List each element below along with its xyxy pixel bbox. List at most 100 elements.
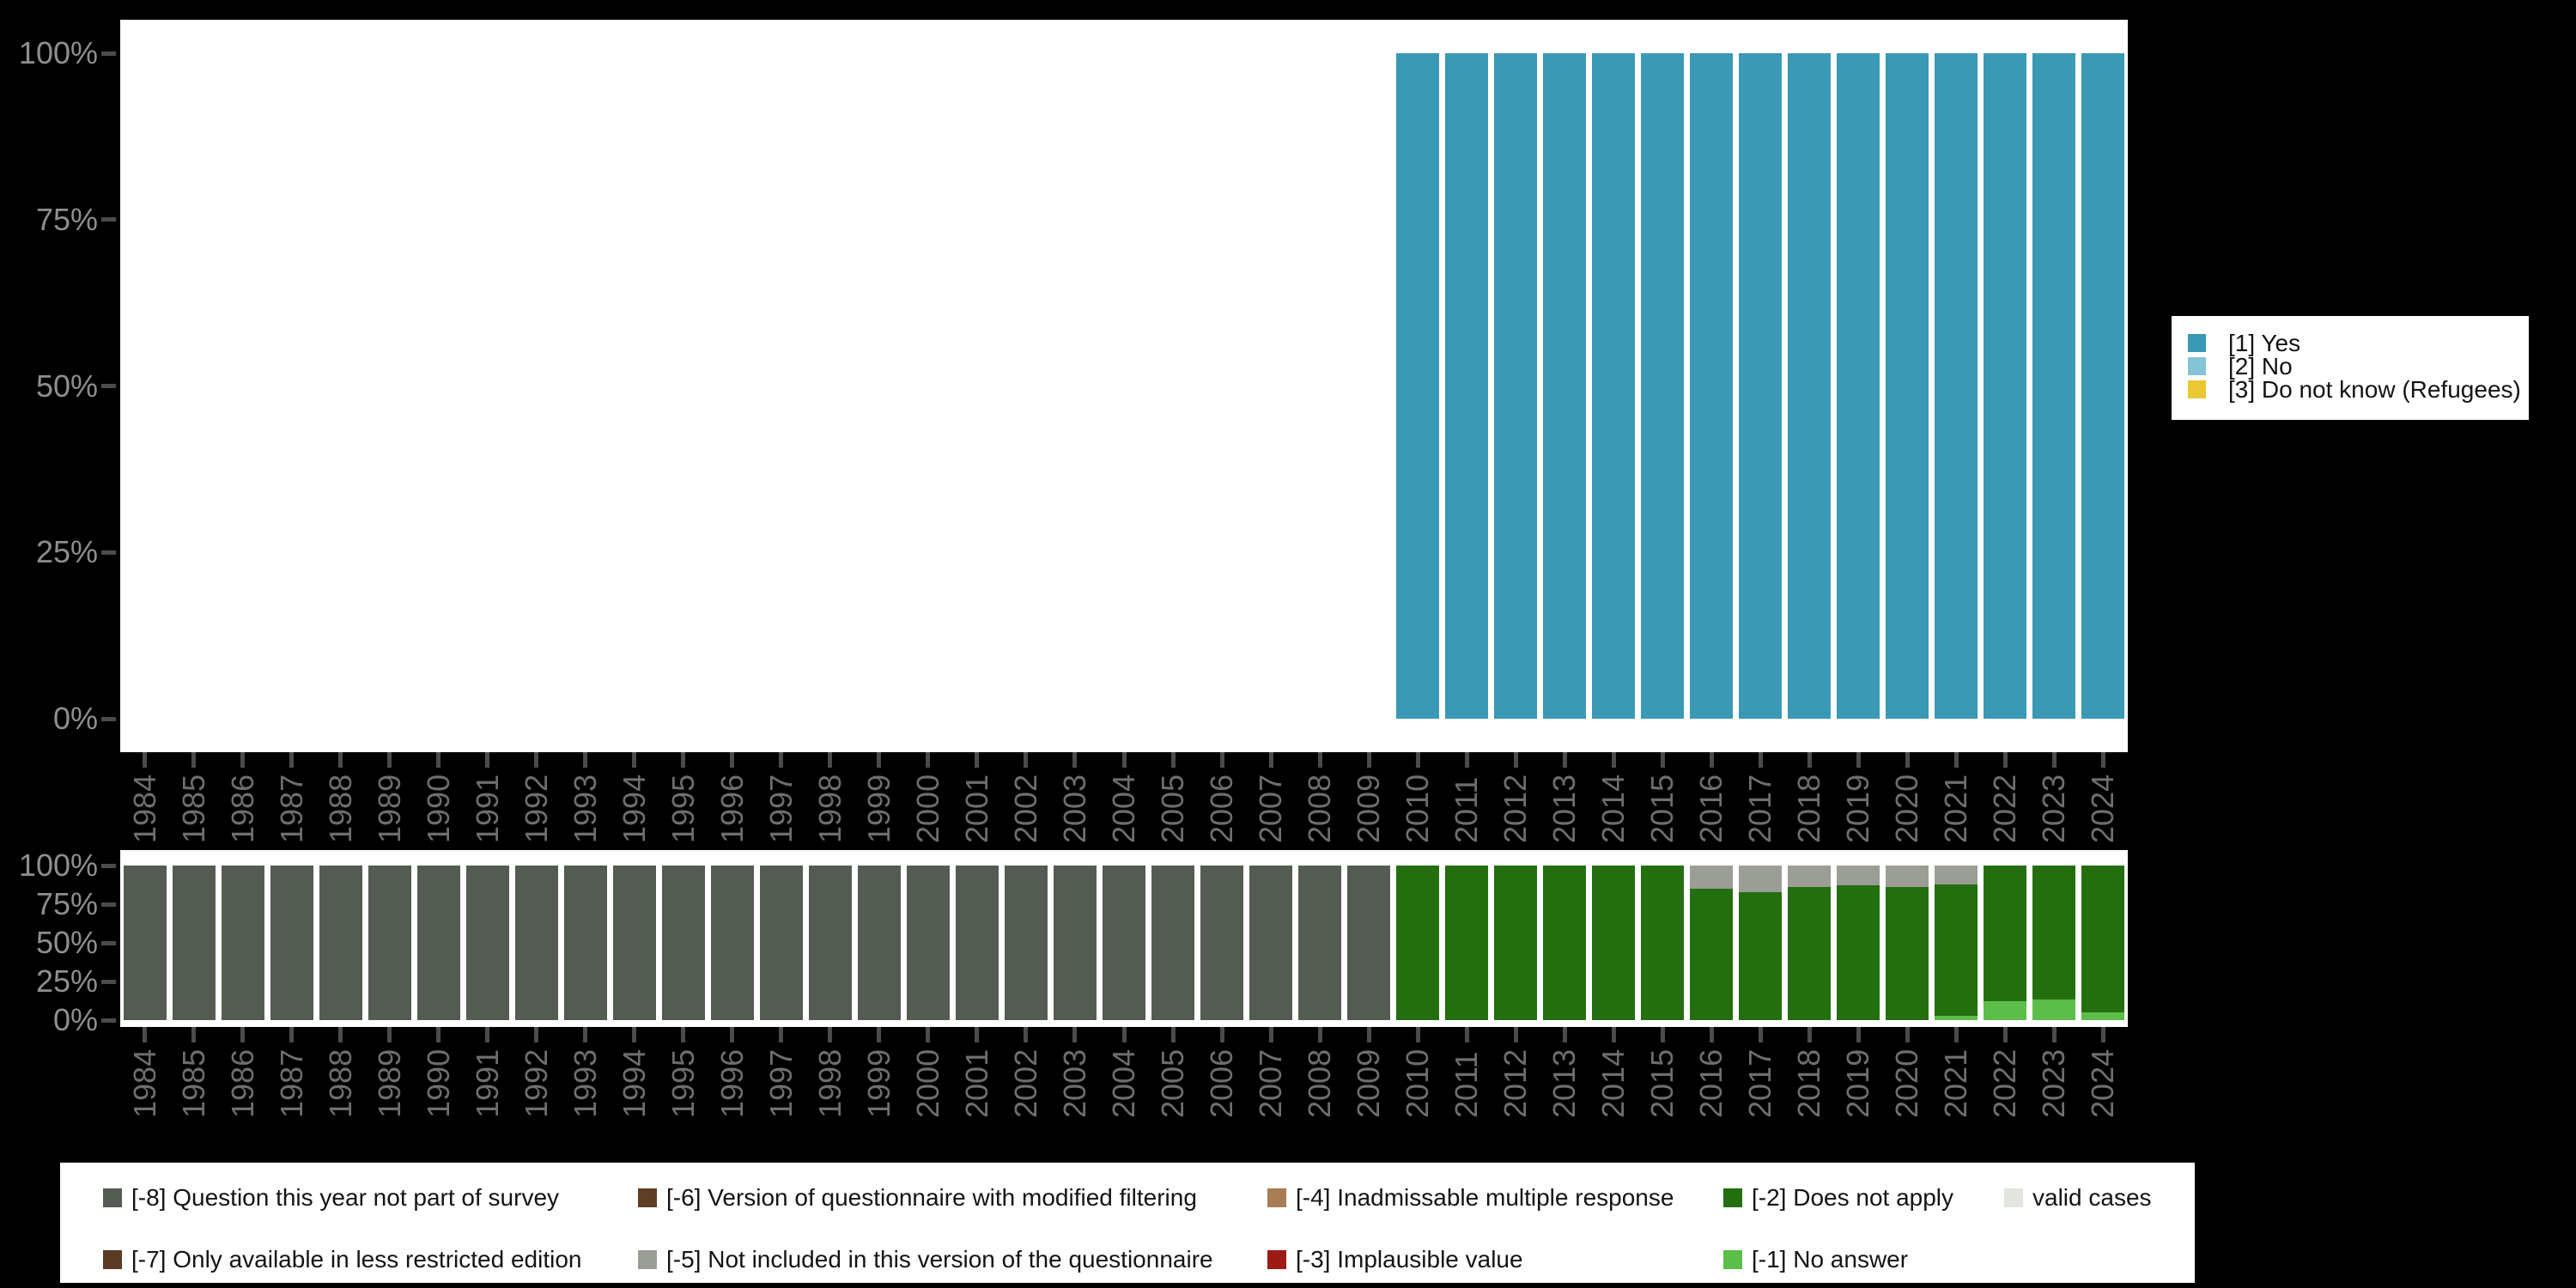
y-tick-label: 75% [35,201,98,237]
x-tick-label: 1985 [175,774,211,843]
x-tick-label: 1997 [762,1048,799,1118]
x-tick [583,1027,588,1042]
x-tick [1170,1027,1176,1042]
bar-2013-segment [1543,53,1587,719]
y-tick-label: 75% [35,886,98,921]
x-tick [191,752,197,768]
legend-label: [-8] Question this year not part of surv… [131,1184,560,1211]
x-tick-label: 1999 [860,774,896,843]
x-tick-label: 1989 [371,774,407,843]
bar-2016-segment [1690,889,1734,1020]
bar-1994-segment [612,866,656,1020]
bar-1989-segment [368,866,411,1020]
legend-label: [-6] Version of questionnaire with modif… [666,1184,1197,1211]
x-tick-label: 2023 [2036,774,2072,843]
x-tick [1366,1027,1371,1042]
x-tick [1072,1027,1078,1042]
x-tick-label: 2003 [1056,774,1092,843]
bar-2011-segment [1445,866,1489,1020]
x-tick-label: 1996 [714,774,750,843]
x-tick-label: 2004 [1106,774,1141,843]
x-tick [2100,752,2105,768]
bar-2017-segment [1739,891,1783,1020]
bar-1996-segment [710,866,754,1020]
x-tick-label: 2014 [1595,1048,1631,1118]
x-tick [2002,752,2008,768]
x-tick-label: 2022 [1987,774,2023,843]
x-tick [681,1027,686,1042]
legend-label: [-7] Only available in less restricted e… [131,1246,582,1273]
x-tick [1415,752,1420,768]
x-tick [1317,752,1322,768]
bar-2006-segment [1200,866,1244,1020]
bar-1997-segment [759,866,803,1020]
x-tick-label: 2002 [1007,774,1043,843]
x-tick-label: 1987 [273,1048,309,1118]
x-tick-label: 1984 [126,774,162,843]
bar-2018-segment [1788,866,1832,888]
x-tick [975,752,980,768]
x-tick-label: 2005 [1155,1048,1191,1118]
legend-swatch [2004,1188,2023,1207]
bar-1986-segment [221,866,264,1020]
x-tick-label: 2018 [1791,1048,1827,1118]
x-tick-label: 1993 [567,774,603,843]
x-tick-label: 2016 [1693,774,1729,843]
legend-label: [-5] Not included in this version of the… [666,1246,1213,1273]
x-tick [1660,752,1665,768]
x-tick-label: 2008 [1302,774,1338,843]
x-tick-label: 2023 [2036,1048,2072,1118]
x-tick [1513,752,1518,768]
y-tick [101,940,116,945]
x-tick-label: 2013 [1546,774,1583,843]
x-tick-label: 1992 [518,774,554,843]
x-tick [240,752,246,768]
x-tick [240,1027,246,1042]
x-tick [681,752,686,768]
x-tick-label: 1987 [273,774,309,843]
bar-2021-segment [1935,884,1978,1016]
x-tick [1807,752,1812,768]
y-tick-label: 50% [35,925,98,960]
x-tick-label: 2001 [958,774,994,843]
legend-label: [-4] Inadmissable multiple response [1296,1184,1674,1211]
x-tick-label: 2000 [909,774,945,843]
legend-swatch [103,1250,122,1269]
bar-2022-segment [1984,53,2027,719]
bar-1985-segment [172,866,216,1020]
bar-2016-segment [1690,866,1734,889]
x-tick [1905,752,1910,768]
x-tick [436,752,441,768]
x-tick-label: 1990 [420,1048,456,1118]
x-tick-label: 1986 [224,1048,260,1118]
legend-label: valid cases [2032,1184,2152,1211]
x-tick-label: 2020 [1889,774,1925,843]
x-tick-label: 1990 [420,774,456,843]
x-tick [926,752,931,768]
x-tick [191,1027,197,1042]
bar-2024-segment [2081,1012,2125,1020]
answers-legend-box: [1] Yes [2] No [3] Do not know (Refugees) [2172,316,2529,420]
x-tick-label: 1993 [567,1048,603,1118]
x-tick-label: 1991 [469,774,505,843]
legend-swatch [638,1250,657,1269]
bar-1992-segment [514,866,558,1020]
x-tick-label: 2001 [958,1048,994,1118]
x-tick-label: 2009 [1351,774,1387,843]
x-tick-label: 1984 [126,1048,162,1118]
y-tick [101,384,116,388]
bar-2013-segment [1543,866,1587,1020]
x-tick-label: 2024 [2085,774,2121,843]
bar-2016-segment [1690,53,1734,719]
x-tick [828,752,833,768]
x-tick [779,752,784,768]
x-tick [1953,1027,1959,1042]
bar-2018-segment [1788,53,1832,719]
x-tick-label: 1998 [811,1048,848,1118]
bar-2021-segment [1935,866,1978,884]
legend-swatch [2188,357,2206,375]
x-tick [338,752,343,768]
legend-label: [-3] Implausible value [1296,1246,1523,1273]
y-tick [101,51,116,56]
